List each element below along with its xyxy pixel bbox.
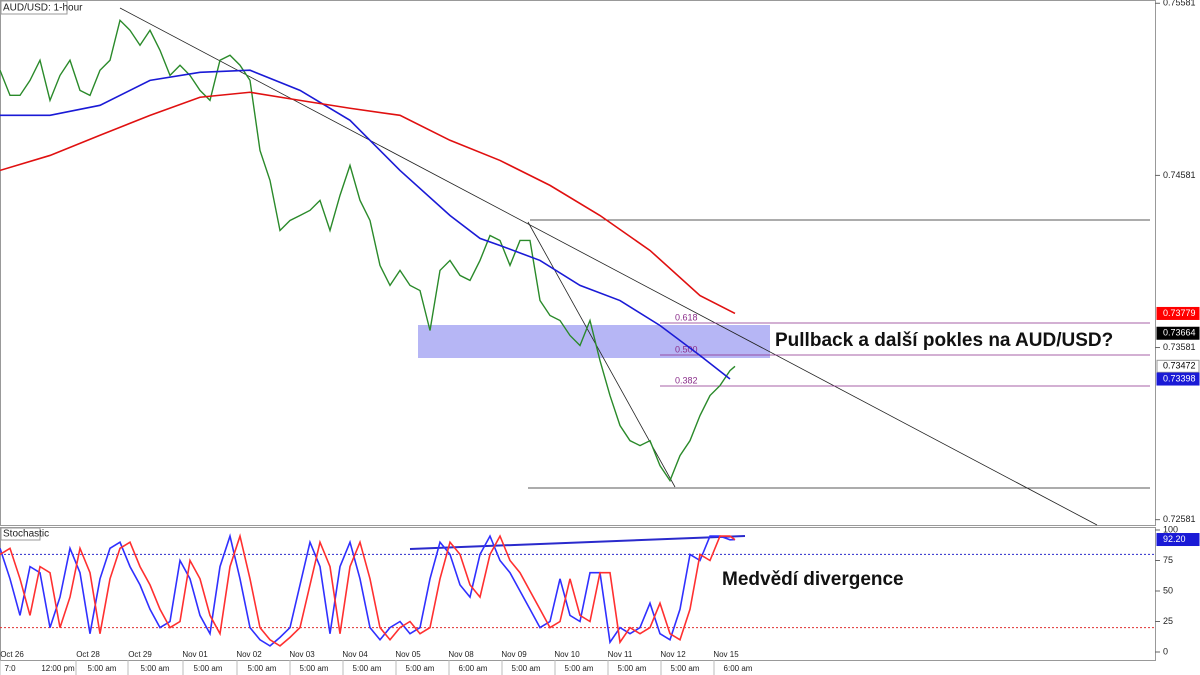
x-tick-label: Nov 11 <box>608 650 633 659</box>
price-tag-label: 0.73664 <box>1163 328 1196 338</box>
x-tick-label: Nov 02 <box>236 650 262 659</box>
series-line <box>0 91 736 315</box>
x-time-label: 12:00 pm <box>41 664 75 673</box>
x-time-label: 5:00 am <box>353 664 382 673</box>
series-line <box>0 18 736 483</box>
x-time-label: 5:00 am <box>406 664 435 673</box>
x-tick-label: Nov 08 <box>448 650 474 659</box>
x-time-label: 5:00 am <box>141 664 170 673</box>
y-tick-label: 0.73581 <box>1163 342 1196 352</box>
fib-label: 0.382 <box>675 375 698 385</box>
price-frame <box>0 0 1156 526</box>
y-tick-label: 0.72581 <box>1163 514 1196 524</box>
x-tick-label: Nov 10 <box>554 650 580 659</box>
divergence-line <box>409 535 746 550</box>
y-tick-label: 100 <box>1163 524 1178 534</box>
x-tick-label: Nov 05 <box>395 650 421 659</box>
y-tick-label: 25 <box>1163 616 1173 626</box>
price-tag-label: 0.73472 <box>1163 361 1196 371</box>
x-tick-label: Nov 09 <box>501 650 527 659</box>
price-tag <box>1156 533 1200 547</box>
price-tag <box>1156 372 1200 386</box>
x-tick-label: Nov 03 <box>289 650 315 659</box>
price-tag-label: 0.73779 <box>1163 308 1196 318</box>
annotation: Medvědí divergence <box>722 569 904 590</box>
y-tick-label: 0.75581 <box>1163 0 1196 8</box>
x-time-label: 5:00 am <box>671 664 700 673</box>
fib-label: 0.500 <box>675 344 698 354</box>
x-tick-label: Nov 15 <box>713 650 739 659</box>
y-tick-label: 0 <box>1163 646 1168 656</box>
x-time-label: 6:00 am <box>724 664 753 673</box>
title-box <box>0 527 41 541</box>
price-tag-label: 0.73398 <box>1163 373 1196 383</box>
stoch-frame <box>0 527 1156 661</box>
x-time-label: 5:00 am <box>194 664 223 673</box>
x-time-label: 5:00 am <box>565 664 594 673</box>
x-tick-label: Nov 01 <box>182 650 208 659</box>
x-time-label: 5:00 am <box>512 664 541 673</box>
fib-label: 0.618 <box>675 312 698 322</box>
series-line <box>0 69 731 380</box>
x-tick-label: Nov 04 <box>342 650 368 659</box>
x-tick-label: Oct 26 <box>0 650 24 659</box>
series-line <box>0 533 736 647</box>
price-tag <box>1156 359 1200 373</box>
x-time-label: 5:00 am <box>618 664 647 673</box>
x-time-label: 5:00 am <box>248 664 277 673</box>
series-line <box>0 533 736 647</box>
x-tick-label: Oct 29 <box>128 650 152 659</box>
x-time-label: 5:00 am <box>300 664 329 673</box>
annotation: Pullback a další pokles na AUD/USD? <box>775 330 1113 351</box>
price-tag-label: 92.20 <box>1163 534 1186 544</box>
chart-title: AUD/USD: 1-hour <box>3 3 83 14</box>
x-tick-label: Oct 28 <box>76 650 100 659</box>
price-tag <box>1156 326 1200 340</box>
x-time-label: 6:00 am <box>459 664 488 673</box>
x-time-label: 7:0 <box>4 664 16 673</box>
x-tick-label: Nov 12 <box>660 650 686 659</box>
y-tick-label: 50 <box>1163 585 1173 595</box>
trendline <box>119 7 1098 526</box>
y-tick-label: 75 <box>1163 555 1173 565</box>
title-box <box>0 0 68 15</box>
price-tag <box>1156 306 1200 320</box>
chart-title: Stochastic <box>3 529 49 540</box>
y-tick-label: 0.74581 <box>1163 170 1196 180</box>
x-time-label: 5:00 am <box>88 664 117 673</box>
